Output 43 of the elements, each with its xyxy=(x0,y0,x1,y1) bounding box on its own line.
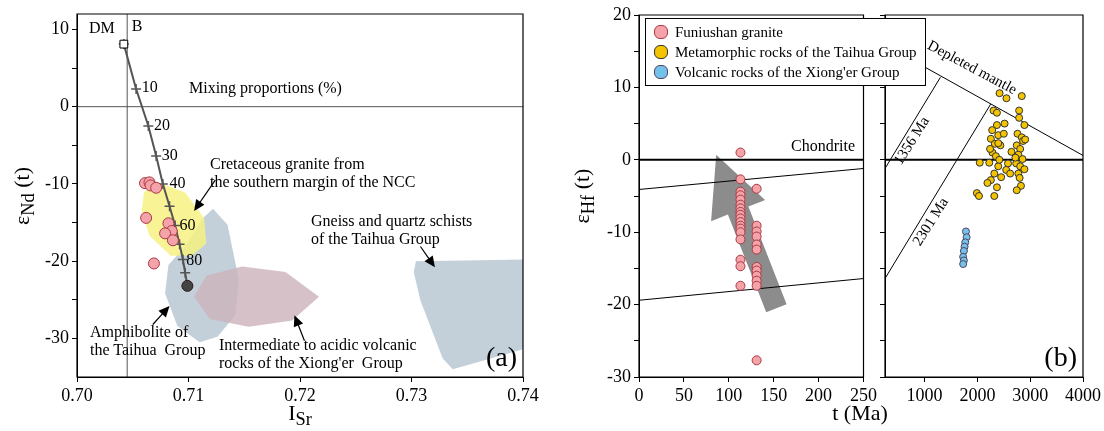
y-tick-label: -10 xyxy=(607,220,631,241)
x-tick-label: 4000 xyxy=(1065,384,1101,405)
x-tick-label: 1000 xyxy=(906,384,943,405)
annotation: B xyxy=(131,17,143,35)
annotation: Chondrite xyxy=(791,137,855,155)
annotation: Cretaceous granite from the southern margin of the NCC xyxy=(210,155,416,192)
annotation: 30 xyxy=(161,146,178,164)
y-tick-label: 0 xyxy=(60,95,69,116)
annotation: 60 xyxy=(179,215,196,233)
annotation: Amphibolite of the Taihua Group xyxy=(90,323,206,360)
x-tick-label: 0.70 xyxy=(61,384,93,405)
legend-label: Funiushan granite xyxy=(675,23,783,42)
y-tick-label: -30 xyxy=(607,365,631,386)
annotation: (b) xyxy=(1044,341,1077,373)
x-tick-label: 0 xyxy=(634,384,644,405)
x-tick-label: 100 xyxy=(715,384,743,405)
annotation: DM xyxy=(89,19,115,37)
y-tick-label: -20 xyxy=(607,293,631,314)
x-tick-label: 50 xyxy=(674,384,693,405)
annotation: 10 xyxy=(141,78,158,96)
y-tick-label: -20 xyxy=(45,249,69,270)
y-tick-label: 10 xyxy=(51,18,69,39)
y-tick-label: -30 xyxy=(45,327,69,348)
y-tick-label: 10 xyxy=(613,76,631,97)
x-tick-label: 0.74 xyxy=(507,384,539,405)
x-tick-label: 0.71 xyxy=(172,384,205,405)
annotation: 40 xyxy=(169,174,186,192)
annotation: 20 xyxy=(153,116,170,134)
y-tick-label: 0 xyxy=(622,148,631,169)
x-tick-label: 3000 xyxy=(1012,384,1049,405)
annotation: 80 xyxy=(186,250,203,268)
x-tick-label: 150 xyxy=(760,384,788,405)
annotation: Mixing proportions (%) xyxy=(189,79,342,98)
x-tick-label: 200 xyxy=(805,384,833,405)
annotation: (a) xyxy=(485,341,517,373)
annotation: Gneiss and quartz schists of the Taihua Group xyxy=(311,212,473,249)
x-tick-label: 0.73 xyxy=(395,384,428,405)
y-tick-label: 20 xyxy=(613,3,631,24)
y-tick-label: -10 xyxy=(45,172,69,193)
x-tick-label: 2000 xyxy=(959,384,996,405)
legend-label: Metamorphic rocks of the Taihua Group xyxy=(675,43,917,62)
legend-label: Volcanic rocks of the Xiong'er Group xyxy=(675,63,900,82)
annotation: Intermediate to acidic volcanic rocks of the Xiong'er Group xyxy=(219,336,417,373)
